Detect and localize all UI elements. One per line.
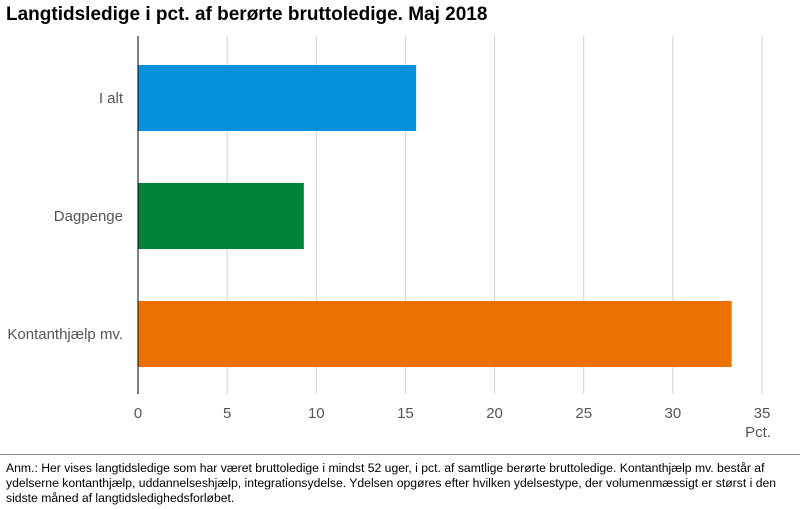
bar-chart: 0 5 10 15 20 25 30 35 Pct. I alt Dagpenge Kontanthj… bbox=[7, 36, 771, 441]
x-tick-label: 25 bbox=[575, 405, 592, 422]
x-tick-label: 0 bbox=[134, 405, 142, 422]
bar bbox=[138, 301, 732, 367]
x-tick-label: 5 bbox=[223, 405, 231, 422]
y-category-label: I alt bbox=[99, 90, 124, 107]
bars bbox=[138, 65, 732, 367]
x-tick-label: 20 bbox=[486, 405, 503, 422]
y-category-label: Dagpenge bbox=[54, 208, 123, 225]
x-tick-label: 35 bbox=[754, 405, 771, 422]
bar bbox=[138, 183, 304, 249]
x-axis-label: Pct. bbox=[745, 424, 771, 441]
x-tick-label: 30 bbox=[665, 405, 682, 422]
bar bbox=[138, 65, 417, 131]
chart-title: Langtidsledige i pct. af berørte bruttol… bbox=[6, 4, 488, 25]
axis-labels: 0 5 10 15 20 25 30 35 Pct. I alt Dagpenge Kontanthj… bbox=[7, 90, 771, 441]
y-category-label: Kontanthjælp mv. bbox=[7, 326, 123, 343]
footnote: Anm.: Her vises langtidsledige som har v… bbox=[6, 461, 777, 505]
x-tick-label: 15 bbox=[397, 405, 414, 422]
footnote-divider bbox=[0, 454, 800, 455]
x-tick-label: 10 bbox=[308, 405, 325, 422]
